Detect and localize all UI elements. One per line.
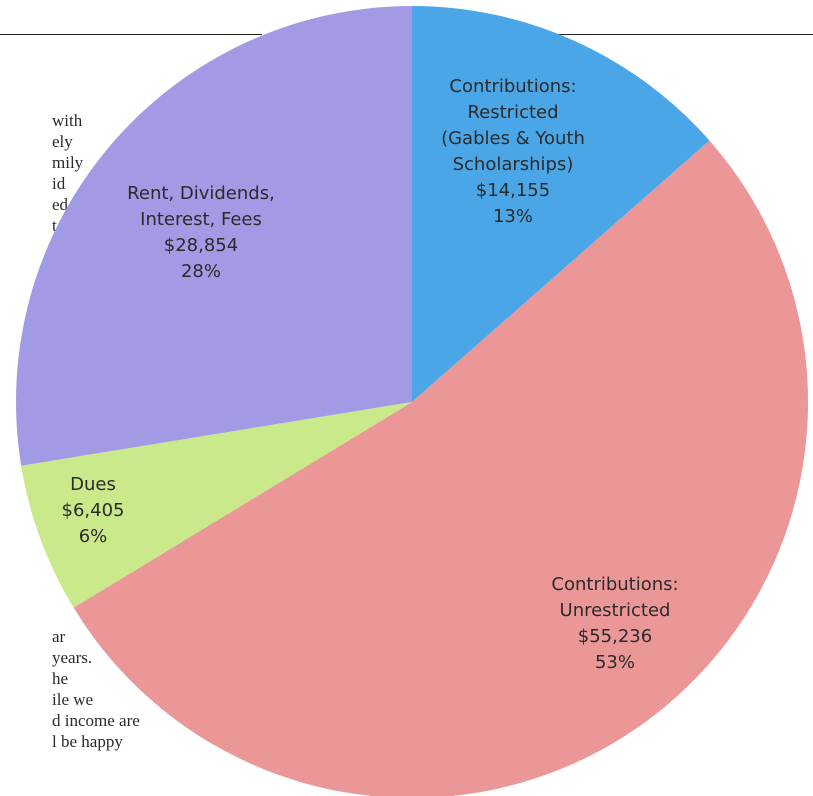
slice-label: Contributions: Restricted (Gables & Youth S…	[441, 76, 585, 227]
slice-label-line: $55,236	[578, 626, 652, 647]
text-fragment: ar	[52, 627, 66, 646]
slice-label-line: Contributions:	[551, 574, 678, 595]
slice-label-line: 28%	[181, 261, 221, 282]
slice-label: Dues $6,405 6%	[62, 474, 125, 547]
text-fragment: ed	[52, 195, 69, 214]
slice-label-line: $14,155	[476, 180, 550, 201]
text-fragment: he	[52, 669, 69, 688]
slice-label-line: Contributions:	[449, 76, 576, 97]
slice-label-line: 13%	[493, 206, 533, 227]
text-fragment: years.	[52, 648, 93, 667]
text-fragment: with	[52, 111, 83, 130]
text-fragment: ile we	[52, 690, 94, 709]
slice-label-line: Rent, Dividends,	[127, 183, 275, 204]
pie-slice	[16, 6, 413, 466]
slice-label-line: Scholarships)	[453, 154, 574, 175]
text-fragment: t	[52, 216, 57, 235]
pie-slice	[412, 6, 710, 402]
text-fragment: l be happy	[52, 732, 123, 751]
slice-label: Rent, Dividends, Interest, Fees $28,854 28%	[127, 183, 275, 282]
slice-label-line: (Gables & Youth	[441, 128, 585, 149]
slice-label-line: $6,405	[62, 500, 125, 521]
slice-label-line: Dues	[70, 474, 116, 495]
slice-label-line: 6%	[79, 526, 108, 547]
slice-label-line: 53%	[595, 652, 635, 673]
top-rule-left	[0, 34, 262, 35]
pie-slice	[73, 140, 808, 796]
text-fragment: ely	[52, 132, 73, 151]
text-fragment: id	[52, 174, 66, 193]
slice-label-line: $28,854	[164, 235, 238, 256]
text-fragment: mily	[52, 153, 84, 172]
pie-slice	[21, 402, 412, 608]
slice-label-line: Interest, Fees	[140, 209, 262, 230]
slice-label: Contributions: Unrestricted $55,236 53%	[551, 574, 678, 673]
slice-label-line: Restricted	[467, 102, 558, 123]
text-fragment: d income are	[52, 711, 140, 730]
slice-label-line: Unrestricted	[560, 600, 671, 621]
top-rule-right	[552, 34, 813, 35]
